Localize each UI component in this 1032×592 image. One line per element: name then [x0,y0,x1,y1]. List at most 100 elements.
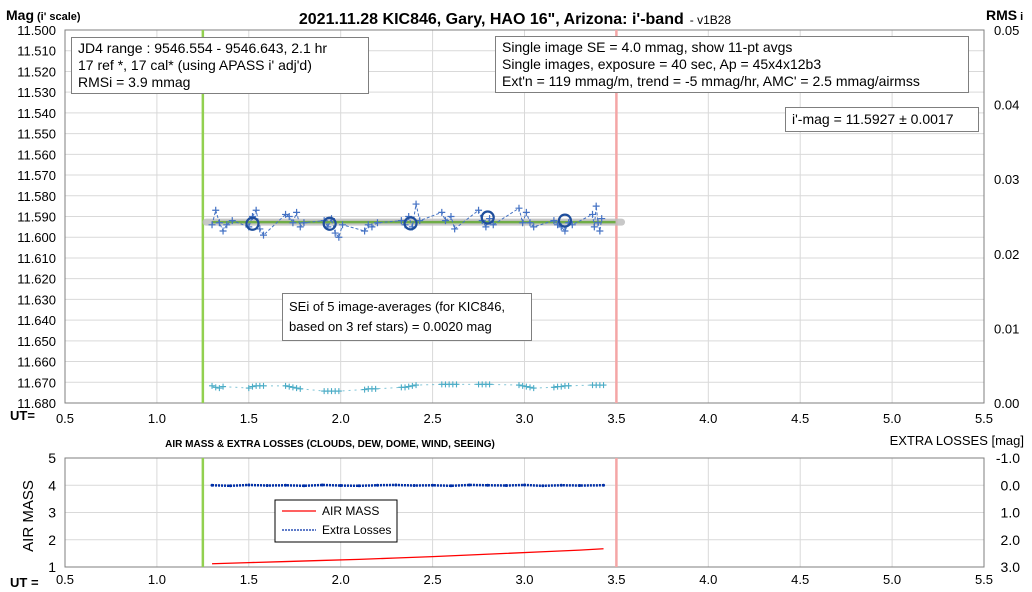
tick-labels: 11.50011.51011.52011.53011.54011.55011.5… [17,23,1020,587]
lower-x-tick-label: 2.0 [332,572,350,587]
extra-losses-point [578,484,582,488]
info-right-line-3: Ext'n = 119 mmag/m, trend = -5 mmag/hr, … [502,73,920,89]
upper-y-tick-label: 11.550 [17,127,56,142]
extra-losses-point [265,484,269,488]
single-image-point [447,213,455,220]
single-image-point [530,223,538,231]
upper-y2-tick-label: 0.00 [994,396,1019,411]
lower-y2-axis-label: EXTRA LOSSES [mag] [890,433,1024,448]
single-image-point [412,200,420,208]
single-image-point [289,219,297,227]
info-box-left: JD4 range : 9546.554 - 9546.643, 2.1 hr … [71,37,369,94]
upper-y-tick-label: 11.560 [17,147,56,162]
upper-x-tick-label: 1.5 [240,411,258,426]
chart-marks: AIR MASS Extra Losses [201,30,626,567]
upper-x-tick-label: 2.0 [332,411,350,426]
lower-y-tick-label: 4 [48,477,56,493]
upper-y-tick-label: 11.670 [17,375,56,390]
lower-x-tick-label: 5.5 [975,572,993,587]
single-image-point [589,210,597,218]
rms-point [289,384,296,391]
extra-losses-point [320,483,324,487]
single-image-point [285,213,293,220]
extra-losses-point [602,483,606,487]
lower-y2-tick-label: -1.0 [996,450,1020,466]
version-label: - v1B28 [690,13,732,27]
extra-losses-point [504,484,508,488]
extra-losses-point [302,484,306,488]
lower-x-tick-label: 3.5 [607,572,625,587]
upper-x-tick-label: 3.5 [607,411,625,426]
rms-point [486,381,493,388]
lower-y2-tick-label: 0.0 [1001,477,1021,493]
lower-y-tick-label: 3 [48,505,56,521]
single-image-point [223,221,231,229]
average-point [322,216,337,231]
extra-losses-point [523,483,526,487]
lower-y-tick-label: 2 [48,532,56,548]
single-image-point [592,202,600,210]
rms-point [245,385,252,392]
single-image-point [475,206,483,214]
average-point [403,216,418,231]
single-image-point [482,223,490,231]
upper-y-tick-label: 11.500 [17,23,56,38]
rms-point [372,385,379,392]
single-image-point [296,223,304,231]
single-image-point [228,217,236,225]
upper-y-tick-label: 11.640 [17,313,56,328]
single-image-point [486,215,494,223]
upper-y-tick-label: 11.620 [17,272,56,287]
lower-y2-tick-label: 2.0 [1001,532,1021,548]
airmass-line [212,548,604,565]
rms-point [550,384,557,391]
extra-losses-point [541,484,545,488]
extra-losses-point [284,483,288,487]
upper-y2-tick-label: 0.05 [994,23,1019,38]
upper-x-tick-label: 5.5 [975,411,993,426]
lower-x-tick-label: 4.5 [791,572,809,587]
lower-y-tick-label: 5 [48,450,56,466]
upper-y2-tick-label: 0.04 [994,98,1019,113]
single-image-point [489,221,497,229]
single-image-point [438,208,446,216]
rms-point [527,384,534,391]
upper-x-tick-label: 4.5 [791,411,809,426]
single-image-point [260,231,268,239]
single-image-point [300,219,308,227]
lower-x-tick-label: 1.5 [240,572,258,587]
lower-y-tick-label: 1 [48,559,56,575]
single-image-point [550,217,558,225]
single-image-point [293,208,301,216]
extra-losses-point [375,483,379,487]
rms-point [216,385,223,392]
extra-losses-point [394,483,398,487]
info-left-line-1: JD4 range : 9546.554 - 9546.643, 2.1 hr [78,40,328,56]
lower-legend: AIR MASS Extra Losses [274,499,398,543]
lower-y-axis-label: AIR MASS [20,480,37,552]
extra-losses-point [559,483,563,487]
rms-point [249,383,256,390]
info-right-line-2: Single images, exposure = 40 sec, Ap = 4… [502,56,822,72]
upper-x-tick-label: 4.0 [699,411,717,426]
single-image-point [515,204,523,212]
single-image-point [335,233,343,241]
rms-point [530,385,537,392]
extra-losses-point [431,483,435,487]
rms-point [220,383,227,390]
ut-label-upper: UT= [10,408,35,423]
rms-point [565,382,572,389]
rms-point [335,388,342,395]
rms-point [523,383,530,390]
upper-y-tick-label: 11.570 [17,168,56,183]
rms-point [282,382,289,389]
single-image-point [364,221,372,229]
sei-line-2: based on 3 ref stars) = 0.0020 mag [289,319,492,334]
upper-y2-tick-label: 0.02 [994,247,1019,262]
upper-y-tick-label: 11.510 [17,44,56,59]
upper-y2-tick-label: 0.03 [994,172,1019,187]
single-image-point [252,206,260,214]
lower-y2-tick-label: 1.0 [1001,505,1021,521]
upper-y-tick-label: 11.630 [17,292,56,307]
lower-x-tick-label: 4.0 [699,572,717,587]
